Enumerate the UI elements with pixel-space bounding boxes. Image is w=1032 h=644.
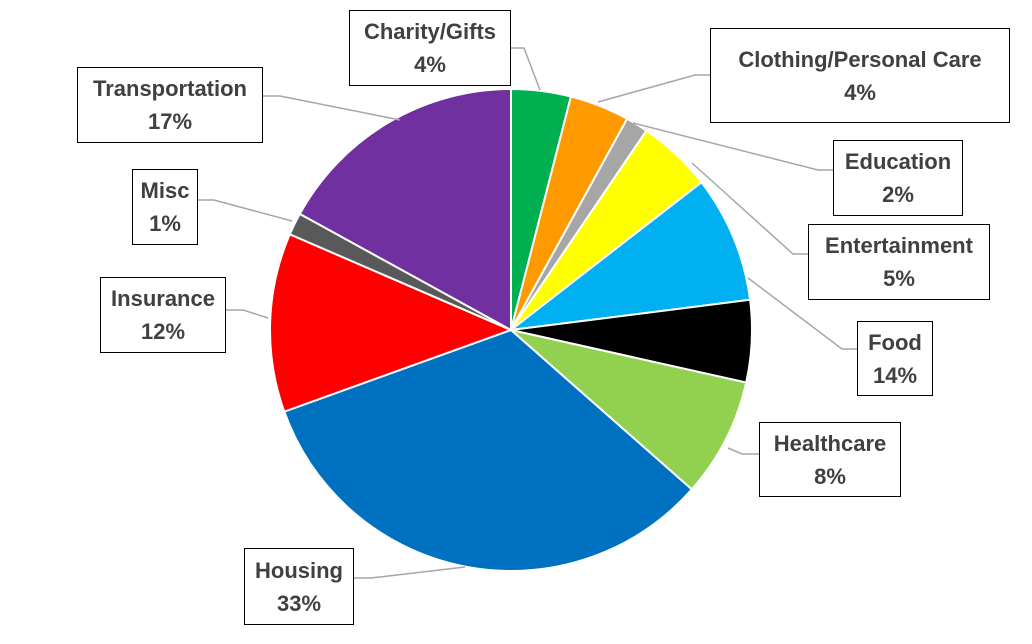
pie-slice-housing-7 [282,328,694,573]
label-charity-gifts-pct: 4% [414,52,446,77]
leader-line-misc [198,199,293,222]
label-healthcare-pct: 8% [814,463,846,489]
label-entertainment-name: Entertainment [825,233,973,258]
label-clothing-personal-care: Clothing/Personal Care 4% [710,28,1010,123]
leader-line-transportation [263,95,401,121]
label-clothing-pct: 4% [844,79,876,105]
label-housing: Housing 33% [244,548,354,625]
label-transportation-name: Transportation [92,76,247,101]
label-insurance: Insurance 12% [100,277,226,353]
pie-slices [269,87,753,573]
label-education-name: Education [844,149,952,174]
label-education-pct: 2% [882,182,914,207]
leader-line-housing [354,566,466,579]
label-charity-gifts-name: Charity/Gifts [363,19,497,44]
label-insurance-pct: 12% [140,319,186,344]
label-transportation-pct: 17% [147,109,193,134]
label-insurance-name: Insurance [111,286,215,311]
label-charity-gifts: Charity/Gifts 4% [349,10,511,86]
leader-line-healthcare [727,447,759,455]
leader-line-entertainment [691,162,808,255]
leader-lines [198,47,857,579]
leader-line-charity [511,47,541,91]
label-misc: Misc 1% [132,169,198,245]
pie-slice-transportation-10 [298,87,512,332]
pie-slice-food-4 [507,180,752,332]
label-housing-name: Housing [255,557,343,583]
label-education: Education 2% [833,140,963,216]
label-food-pct: 14% [872,362,918,388]
label-misc-name: Misc [140,178,190,203]
leader-line-food [747,277,857,350]
leader-line-education [632,122,833,171]
pie-slice-healthcare-6 [510,329,748,491]
pie-slice-insurance-8 [269,232,514,413]
label-misc-pct: 1% [149,211,181,236]
leader-line-insurance [226,309,269,319]
label-entertainment: Entertainment 5% [808,224,990,300]
label-housing-pct: 33% [276,590,322,616]
label-food: Food 14% [857,321,933,396]
label-transportation: Transportation 17% [77,67,263,143]
label-food-name: Food [868,329,922,355]
label-clothing-name: Clothing/Personal Care [738,46,982,72]
leader-line-clothing [597,74,710,103]
label-entertainment-pct: 5% [883,266,915,291]
label-healthcare-name: Healthcare [773,430,887,456]
label-healthcare: Healthcare 8% [759,422,901,497]
